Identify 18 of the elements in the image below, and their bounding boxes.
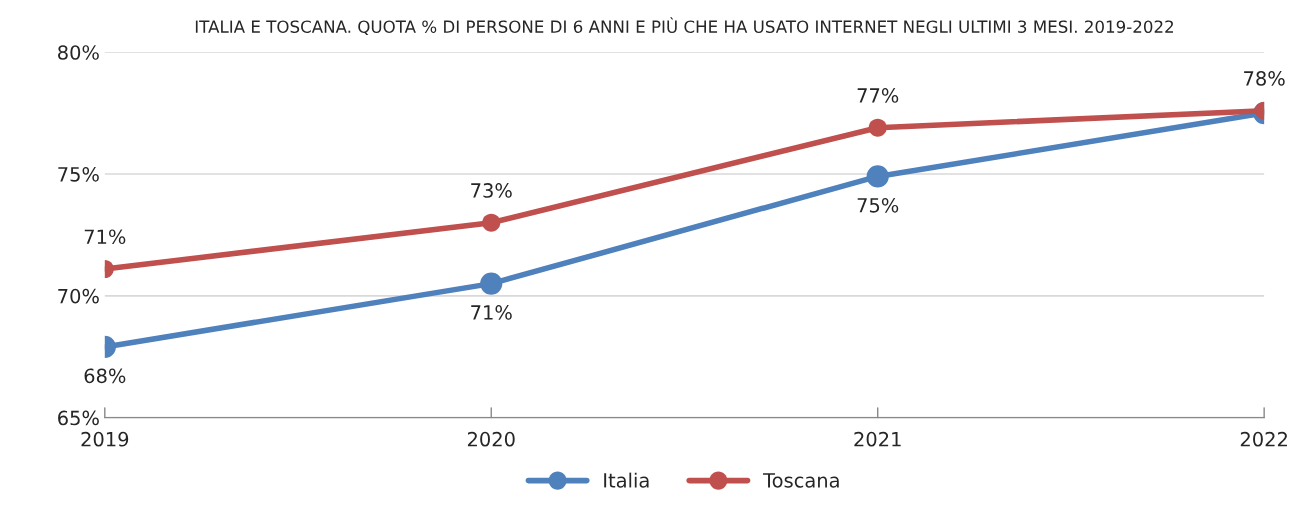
y-tick-label: 65% [58,410,99,426]
x-tick-label: 2021 [854,431,901,447]
data-label: 71% [84,229,126,245]
chart-title: ITALIA E TOSCANA. QUOTA % DI PERSONE DI 6 ANNI E PIÙ CHE HA USATO INTERNET NEGLI ULTIMI 3 MESI. 2019-2022 [195,17,1173,35]
y-tick-label: 70% [58,288,99,304]
legend-label: Toscana [763,473,839,488]
y-tick-label: 80% [58,45,99,60]
data-label: 78% [1244,71,1285,86]
data-label: 77% [857,88,899,103]
data-label: 73% [471,183,512,198]
data-label: 75% [857,197,899,213]
data-label: 71% [471,305,512,320]
x-tick-label: 2022 [1240,431,1287,447]
legend-label: Italia [604,472,649,488]
x-tick-label: 2020 [467,431,515,447]
x-tick-label: 2019 [81,431,129,447]
y-tick-label: 75% [58,166,99,182]
data-label: 68% [84,368,126,384]
